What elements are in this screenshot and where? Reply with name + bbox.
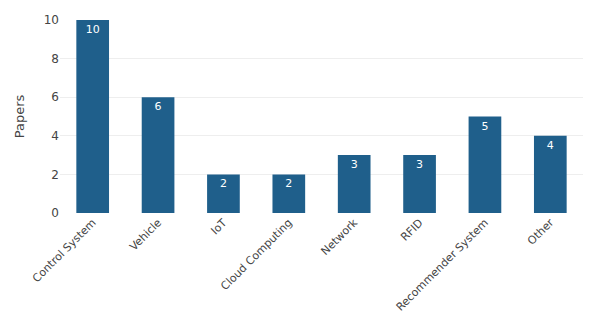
- svg-text:Recommender System: Recommender System: [394, 216, 491, 313]
- svg-text:Other: Other: [525, 216, 557, 248]
- svg-text:0: 0: [51, 206, 59, 220]
- svg-text:4: 4: [51, 129, 59, 143]
- svg-text:6: 6: [51, 90, 59, 104]
- svg-text:2: 2: [220, 177, 227, 190]
- svg-text:3: 3: [416, 158, 423, 171]
- svg-text:8: 8: [51, 52, 59, 66]
- svg-text:2: 2: [285, 177, 292, 190]
- svg-text:3: 3: [351, 158, 358, 171]
- svg-text:Papers: Papers: [12, 94, 27, 138]
- svg-text:5: 5: [481, 120, 488, 133]
- svg-text:10: 10: [44, 13, 59, 27]
- svg-text:6: 6: [155, 100, 162, 113]
- svg-text:4: 4: [547, 139, 554, 152]
- svg-text:RFID: RFID: [398, 216, 425, 243]
- svg-text:Vehicle: Vehicle: [127, 216, 164, 253]
- svg-text:2: 2: [51, 168, 59, 182]
- svg-text:Network: Network: [319, 216, 361, 258]
- svg-text:Cloud Computing: Cloud Computing: [218, 216, 295, 293]
- svg-text:Control System: Control System: [30, 216, 99, 285]
- svg-text:10: 10: [86, 23, 100, 36]
- svg-text:IoT: IoT: [208, 216, 229, 237]
